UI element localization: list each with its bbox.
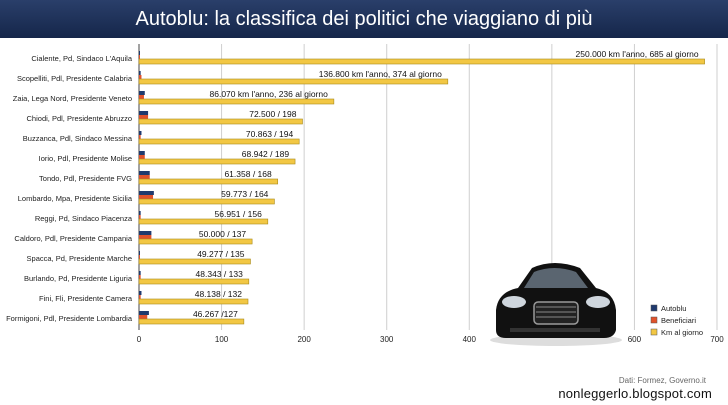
data-label: 61.358 / 168 — [224, 169, 272, 179]
category-label: Reggi, Pd, Sindaco Piacenza — [35, 214, 133, 223]
bar-autoblu — [139, 171, 150, 175]
bar-beneficiari — [139, 135, 141, 139]
bar-km — [138, 238, 253, 245]
category-label: Formigoni, Pdl, Presidente Lombardia — [6, 314, 133, 323]
legend-swatch — [650, 304, 658, 312]
data-label: 59.773 / 164 — [221, 189, 269, 199]
bar-km — [138, 318, 245, 325]
x-tick-label: 600 — [628, 335, 642, 344]
bar-beneficiari — [139, 275, 141, 279]
bar-km — [138, 278, 250, 285]
data-label: 136.800 km l'anno, 374 al giorno — [319, 69, 442, 79]
category-label: Caldoro, Pdl, Presidente Campania — [14, 234, 132, 243]
category-label: Scopelliti, Pdl, Presidente Calabria — [17, 74, 133, 83]
legend-label: Autoblu — [661, 304, 686, 313]
x-tick-label: 100 — [215, 335, 229, 344]
data-label: 50.000 / 137 — [199, 229, 247, 239]
x-tick-label: 400 — [463, 335, 477, 344]
legend-label: Beneficiari — [661, 316, 696, 325]
legend-swatch — [650, 328, 658, 336]
bar-beneficiari — [139, 75, 142, 79]
bar-beneficiari — [139, 295, 141, 299]
bar-autoblu — [139, 151, 145, 155]
category-label: Fini, Fli, Presidente Camera — [39, 294, 133, 303]
bar-km — [138, 118, 303, 125]
bar-km — [138, 258, 251, 265]
category-label: Spacca, Pd, Presidente Marche — [27, 254, 132, 263]
data-label: 250.000 km l'anno, 685 al giorno — [576, 49, 699, 59]
page-title: Autoblu: la classifica dei politici che … — [135, 7, 593, 30]
bar-beneficiari — [139, 235, 152, 239]
bar-autoblu — [139, 71, 141, 75]
bar-autoblu — [139, 111, 149, 115]
bar-chart: 0100200300400500600700Cialente, Pd, Sind… — [6, 44, 724, 344]
bar-km — [138, 158, 296, 165]
bar-km — [138, 218, 269, 225]
category-label: Burlando, Pd, Presidente Liguria — [24, 274, 133, 283]
data-label: 86.070 km l'anno, 236 al giorno — [210, 89, 329, 99]
category-label: Buzzanca, Pdl, Sindaco Messina — [23, 134, 133, 143]
bar-km — [138, 98, 335, 105]
data-label: 46.267 /127 — [193, 309, 238, 319]
data-label: 72.500 / 198 — [249, 109, 297, 119]
source-note: Dati: Formez, Governo.it — [618, 376, 706, 385]
data-label: 48.343 / 133 — [196, 269, 244, 279]
bar-beneficiari — [139, 155, 145, 159]
bar-autoblu — [139, 51, 140, 55]
category-label: Cialente, Pd, Sindaco L'Aquila — [31, 54, 132, 63]
bar-autoblu — [139, 91, 145, 95]
x-tick-label: 0 — [137, 335, 142, 344]
x-tick-label: 200 — [297, 335, 311, 344]
bar-autoblu — [139, 291, 142, 295]
car-image — [490, 263, 622, 346]
bar-beneficiari — [139, 55, 140, 59]
title-bar: Autoblu: la classifica dei politici che … — [0, 0, 728, 38]
legend-swatch — [650, 316, 658, 324]
bar-km — [138, 78, 449, 85]
x-tick-label: 300 — [380, 335, 394, 344]
bar-beneficiari — [139, 255, 140, 259]
category-label: Tondo, Pdl, Presidente FVG — [39, 174, 132, 183]
bar-beneficiari — [139, 195, 154, 199]
bar-beneficiari — [139, 95, 144, 99]
bar-autoblu — [139, 251, 140, 255]
bar-autoblu — [139, 131, 142, 135]
bar-beneficiari — [139, 215, 141, 219]
data-label: 68.942 / 189 — [242, 149, 290, 159]
bar-km — [138, 298, 249, 305]
x-tick-label: 700 — [710, 335, 724, 344]
data-label: 48.138 / 132 — [195, 289, 243, 299]
bar-autoblu — [139, 271, 141, 275]
bar-beneficiari — [139, 315, 148, 319]
bar-autoblu — [139, 311, 149, 315]
bar-km — [138, 138, 300, 145]
bar-beneficiari — [139, 115, 149, 119]
legend-label: Km al giorno — [661, 328, 703, 337]
bar-autoblu — [139, 211, 141, 215]
bar-km — [138, 178, 279, 185]
category-label: Lombardo, Mpa, Presidente Sicilia — [18, 194, 133, 203]
site-credit: nonleggerlo.blogspot.com — [558, 386, 712, 401]
data-label: 56.951 / 156 — [215, 209, 263, 219]
category-label: Iorio, Pdl, Presidente Molise — [39, 154, 132, 163]
category-label: Chiodi, Pdl, Presidente Abruzzo — [27, 114, 132, 123]
bar-autoblu — [139, 231, 152, 235]
data-label: 49.277 / 135 — [197, 249, 245, 259]
bar-beneficiari — [139, 175, 150, 179]
bar-km — [138, 198, 275, 205]
bar-autoblu — [139, 191, 154, 195]
data-label: 70.863 / 194 — [246, 129, 294, 139]
bar-km — [138, 58, 705, 65]
category-label: Zaia, Lega Nord, Presidente Veneto — [13, 94, 132, 103]
